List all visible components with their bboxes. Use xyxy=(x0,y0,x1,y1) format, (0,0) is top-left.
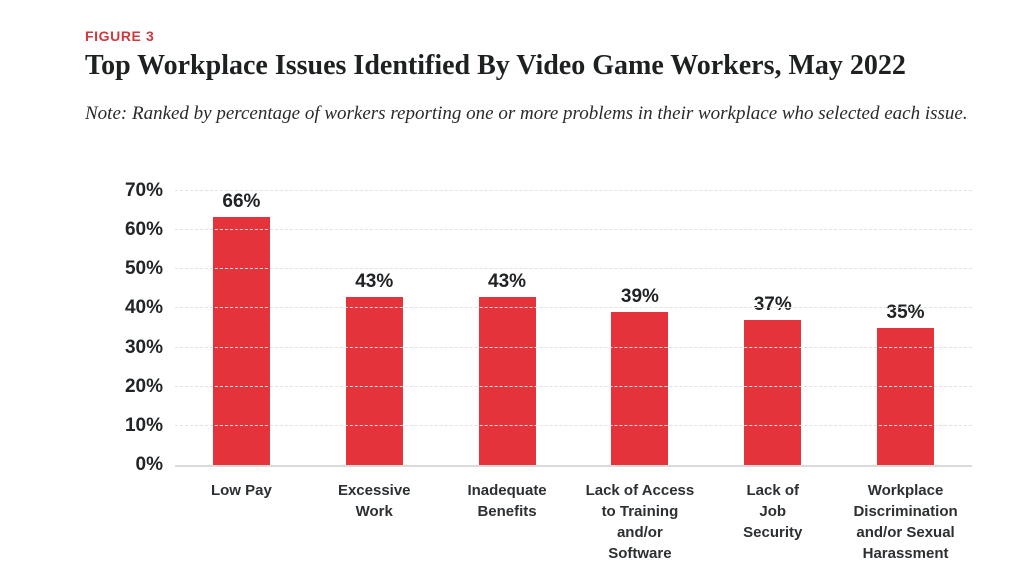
figure-label: FIGURE 3 xyxy=(85,28,155,44)
bar-cell: 37% xyxy=(706,191,839,465)
bar xyxy=(877,328,935,465)
gridline xyxy=(175,424,972,426)
bar-value-label: 43% xyxy=(355,270,394,292)
bar-value-label: 39% xyxy=(620,286,659,308)
bar-cell: 43% xyxy=(441,191,574,465)
plot-row: 0% 10% 20% 30% 40% 50% 60% 70% 66% 43% 43% 39% 37% 3… xyxy=(85,180,972,475)
y-tick-label: 50% xyxy=(124,258,163,280)
bars-container: 66% 43% 43% 39% 37% 35% xyxy=(175,191,972,465)
gridline xyxy=(175,190,972,191)
x-category-label: Lack of Job Security xyxy=(743,482,803,541)
y-tick-label: 30% xyxy=(124,336,163,358)
bar-value-label: 66% xyxy=(222,191,261,212)
gridline xyxy=(175,307,972,309)
y-tick-label: 70% xyxy=(124,180,163,201)
bar-cell: 66% xyxy=(175,191,308,465)
bar-value-label: 35% xyxy=(886,302,925,323)
bar xyxy=(611,312,669,465)
bar-cell: 43% xyxy=(308,191,441,465)
page-title: Top Workplace Issues Identified By Video… xyxy=(85,50,906,81)
gridline xyxy=(175,229,972,231)
gridline xyxy=(175,268,972,270)
bar xyxy=(478,296,536,465)
y-tick-label: 60% xyxy=(124,219,163,241)
x-category-label: Inadequate Benefits xyxy=(467,482,547,520)
y-tick-label: 10% xyxy=(124,414,163,436)
gridline xyxy=(175,346,972,348)
bar-cell: 39% xyxy=(573,191,706,465)
x-axis-labels: Low Pay Excessive Work Inadequate Benefits… xyxy=(175,480,972,564)
plot-area: 66% 43% 43% 39% 37% 35% xyxy=(175,190,972,467)
bar-chart: 0% 10% 20% 30% 40% 50% 60% 70% 66% 43% 43% 39% 37% 3… xyxy=(85,180,972,564)
bar xyxy=(212,217,270,465)
bar xyxy=(345,296,403,465)
x-category-label: Low Pay xyxy=(210,482,272,499)
x-category-label: Excessive Work xyxy=(337,482,411,520)
y-tick-label: 40% xyxy=(124,297,163,319)
y-axis: 0% 10% 20% 30% 40% 50% 60% 70% xyxy=(85,180,175,475)
y-tick-label: 0% xyxy=(135,454,163,475)
gridline xyxy=(175,385,972,387)
bar xyxy=(744,320,802,465)
bar-value-label: 37% xyxy=(753,294,792,316)
figure-note: Note: Ranked by percentage of workers re… xyxy=(85,103,968,124)
y-tick-label: 20% xyxy=(124,375,163,397)
bar-value-label: 43% xyxy=(488,270,527,292)
x-category-label: Workplace Discrimination and/or Sexual H… xyxy=(853,482,958,562)
x-category-label: Lack of Access to Training and/or Softwa… xyxy=(585,482,695,562)
bar-cell: 35% xyxy=(839,191,972,465)
